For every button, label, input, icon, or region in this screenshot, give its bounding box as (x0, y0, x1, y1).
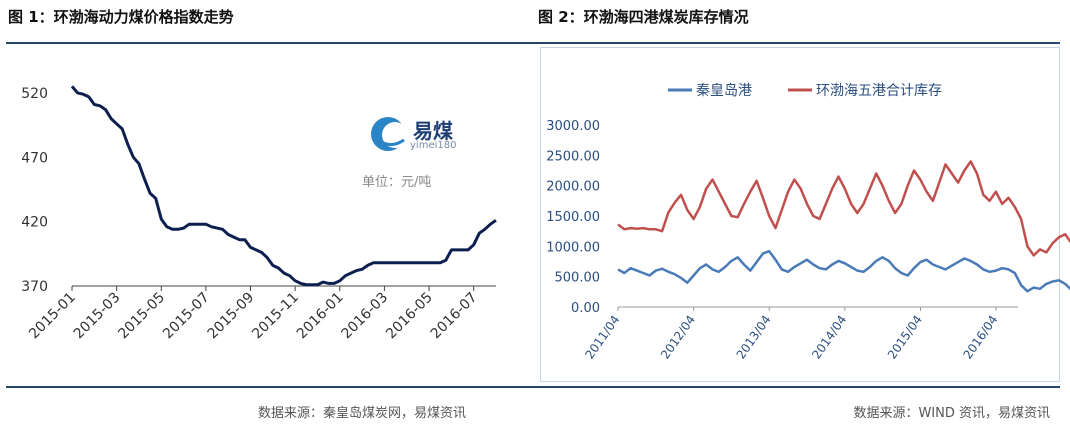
yimei-logo-icon (368, 114, 412, 158)
x-tick-label: 2012/04 (658, 313, 698, 362)
y-tick-label: 2000.00 (546, 180, 600, 195)
x-tick-label: 2015-09 (205, 290, 258, 343)
x-tick-label: 2011/04 (582, 313, 622, 362)
y-tick-label: 470 (21, 150, 48, 166)
logo-subtitle: yimei180 (410, 140, 457, 151)
x-tick-label: 2013/04 (734, 313, 774, 362)
unit-note: 单位：元/吨 (362, 175, 432, 190)
y-tick-label: 0.00 (571, 301, 600, 316)
bohai-five-ports-stock-line (617, 160, 1070, 257)
y-tick-label: 370 (21, 279, 48, 295)
chart-1-plot: 370 420 470 520 2015-012015-032015-052015-07… (21, 85, 497, 343)
chart-2-frame (540, 47, 1060, 382)
x-tick-label: 2016-01 (294, 290, 347, 343)
x-tick-label: 2015-11 (249, 290, 302, 343)
y-tick-label: 1000.00 (546, 240, 600, 255)
y-tick-label: 2500.00 (546, 149, 600, 164)
x-tick-label: 2015-05 (115, 290, 168, 343)
source-note-left: 数据来源：秦皇岛煤炭网，易煤资讯 (258, 406, 467, 421)
qinhuangdao-stock-line (617, 249, 1070, 293)
x-tick-label: 2016-03 (339, 290, 392, 343)
source-note-right: 数据来源：WIND 资讯，易煤资讯 (853, 406, 1050, 421)
y-tick-label: 500.00 (555, 271, 601, 286)
y-tick-label: 520 (21, 86, 48, 102)
x-tick-label: 2016-05 (383, 290, 436, 343)
top-divider (6, 42, 1060, 44)
y-tick-label: 3000.00 (546, 119, 600, 134)
bottom-divider (6, 386, 1060, 388)
price-index-line (70, 85, 497, 287)
x-tick-label: 2015-07 (160, 290, 213, 343)
legend-label: 环渤海五港合计库存 (816, 83, 942, 99)
x-tick-label: 2015-01 (26, 290, 79, 343)
x-tick-label: 2014/04 (809, 313, 849, 362)
chart-2-title: 图 2：环渤海四港煤炭库存情况 (538, 8, 749, 26)
logo-name: 易煤 (413, 119, 453, 143)
chart-2-plot: 0.00 500.00 1000.00 1500.00 2000.00 2500.00 30… (546, 83, 1070, 362)
x-tick-label: 2015/04 (885, 313, 925, 362)
x-tick-label: 2015-03 (71, 290, 124, 343)
legend-label: 秦皇岛港 (696, 83, 752, 99)
y-tick-label: 1500.00 (546, 210, 600, 225)
x-tick-label: 2016/04 (960, 313, 1000, 362)
x-tick-label: 2016-07 (428, 290, 481, 343)
y-tick-label: 420 (21, 215, 48, 231)
chart-1-title: 图 1：环渤海动力煤价格指数走势 (8, 8, 234, 26)
